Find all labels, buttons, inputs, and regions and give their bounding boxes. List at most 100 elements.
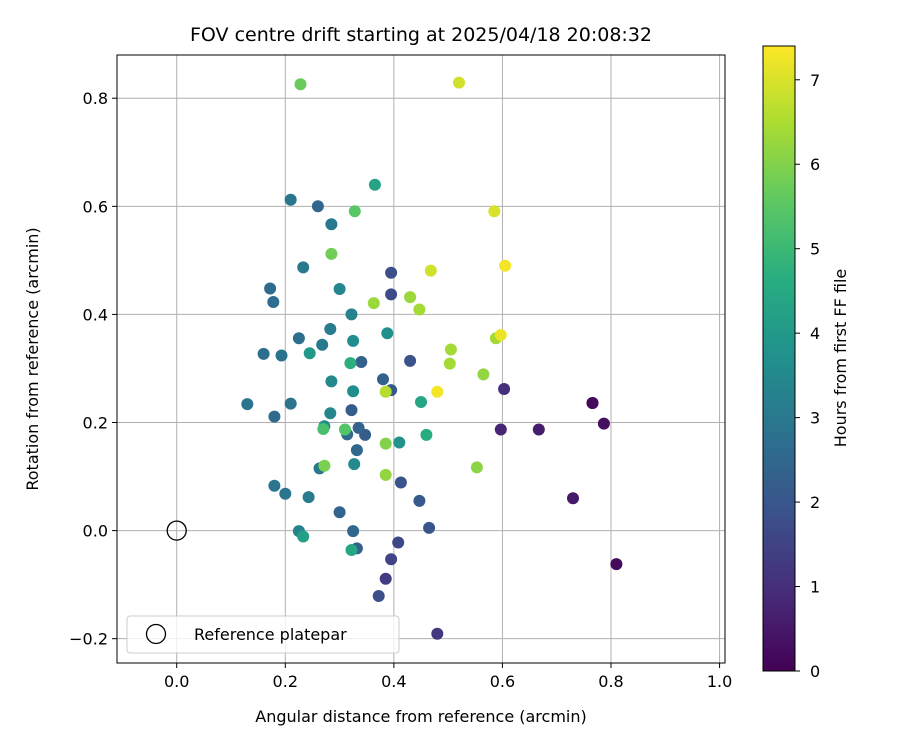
data-point — [333, 506, 346, 519]
data-point — [318, 459, 331, 472]
data-point — [415, 396, 427, 408]
chart-title: FOV centre drift starting at 2025/04/18 … — [190, 24, 652, 46]
x-axis-ticks: 0.0 0.2 0.4 0.6 0.8 1.0 — [164, 663, 732, 691]
data-point — [567, 492, 579, 505]
colorbar-tick-label: 1 — [810, 578, 820, 597]
data-point — [420, 428, 433, 441]
colorbar-tick-label: 5 — [810, 240, 820, 259]
y-tick-label: 0.8 — [83, 89, 108, 108]
data-point — [377, 373, 389, 386]
data-point — [284, 193, 297, 206]
data-point — [348, 458, 361, 471]
colorbar-label: Hours from first FF file — [831, 269, 850, 448]
y-tick-label: 0.6 — [83, 197, 108, 216]
data-point — [494, 329, 507, 341]
data-point — [345, 308, 358, 321]
data-point — [477, 368, 490, 381]
data-point — [275, 349, 288, 362]
data-point — [317, 423, 330, 435]
data-point — [333, 283, 346, 295]
data-point — [443, 357, 456, 370]
legend-marker — [145, 623, 167, 645]
data-point — [302, 491, 315, 504]
data-point — [532, 423, 545, 436]
data-point — [385, 288, 398, 301]
data-point — [347, 385, 360, 398]
data-point — [404, 354, 417, 367]
data-point — [347, 334, 360, 347]
data-point — [431, 627, 444, 640]
y-tick-label: −0.2 — [69, 630, 108, 649]
data-point — [294, 78, 307, 91]
x-tick-label: 1.0 — [707, 672, 732, 691]
data-point — [284, 397, 297, 410]
data-point — [325, 247, 338, 260]
data-point — [494, 423, 507, 436]
data-point — [423, 521, 436, 534]
data-point — [347, 525, 360, 538]
legend-box — [126, 615, 400, 654]
data-point — [379, 437, 392, 450]
data-point — [268, 479, 281, 492]
data-point — [413, 494, 426, 507]
data-point — [488, 205, 501, 218]
data-point — [372, 590, 385, 602]
colorbar-ticks: 0 1 2 3 4 5 6 7 — [795, 71, 820, 681]
data-point — [324, 323, 337, 335]
legend-label: Reference platepar — [194, 625, 347, 644]
colorbar-tick-label: 6 — [810, 155, 820, 174]
colorbar-tick-label: 2 — [810, 493, 820, 512]
y-axis-label: Rotation from reference (arcmin) — [23, 227, 42, 490]
data-point — [311, 200, 324, 213]
legend: Reference platepar — [126, 615, 400, 654]
data-point — [367, 297, 380, 310]
data-point — [499, 259, 512, 272]
data-point — [344, 357, 357, 370]
y-tick-label: 0.0 — [83, 522, 108, 541]
colorbar-tick-label: 0 — [810, 662, 820, 681]
data-point — [325, 375, 338, 388]
data-point — [392, 536, 405, 549]
data-point — [394, 476, 407, 489]
data-point — [267, 296, 280, 308]
x-tick-label: 0.6 — [490, 672, 515, 691]
data-point — [279, 487, 292, 500]
data-point — [597, 417, 610, 430]
reference-marker — [166, 520, 187, 541]
data-point — [470, 461, 483, 474]
data-point — [297, 261, 310, 274]
data-point — [297, 530, 310, 543]
data-point — [498, 383, 511, 395]
data-point — [586, 397, 599, 409]
colorbar — [762, 45, 796, 672]
data-point — [257, 347, 270, 360]
plot-frame — [116, 54, 726, 664]
colorbar-tick-label: 4 — [810, 324, 820, 343]
data-point — [385, 266, 398, 279]
data-point — [350, 444, 363, 457]
data-point — [379, 468, 392, 481]
data-point — [404, 291, 417, 304]
data-point — [368, 178, 381, 191]
data-points — [241, 76, 623, 640]
data-point — [424, 264, 437, 277]
x-tick-label: 0.8 — [598, 672, 623, 691]
data-point — [339, 423, 351, 436]
data-point — [355, 356, 368, 368]
x-tick-label: 0.2 — [273, 672, 298, 691]
data-point — [345, 404, 358, 417]
data-point — [268, 410, 281, 423]
data-point — [292, 332, 305, 345]
data-point — [413, 303, 426, 316]
data-point — [316, 338, 329, 351]
x-tick-label: 0.4 — [381, 672, 406, 691]
reference-marker-group — [166, 520, 187, 541]
data-point — [345, 544, 358, 556]
data-point — [324, 407, 337, 420]
data-point — [453, 76, 465, 89]
colorbar-tick-label: 7 — [810, 71, 820, 90]
x-axis-label: Angular distance from reference (arcmin) — [255, 707, 586, 726]
data-point — [379, 385, 392, 398]
x-tick-label: 0.0 — [164, 672, 189, 691]
